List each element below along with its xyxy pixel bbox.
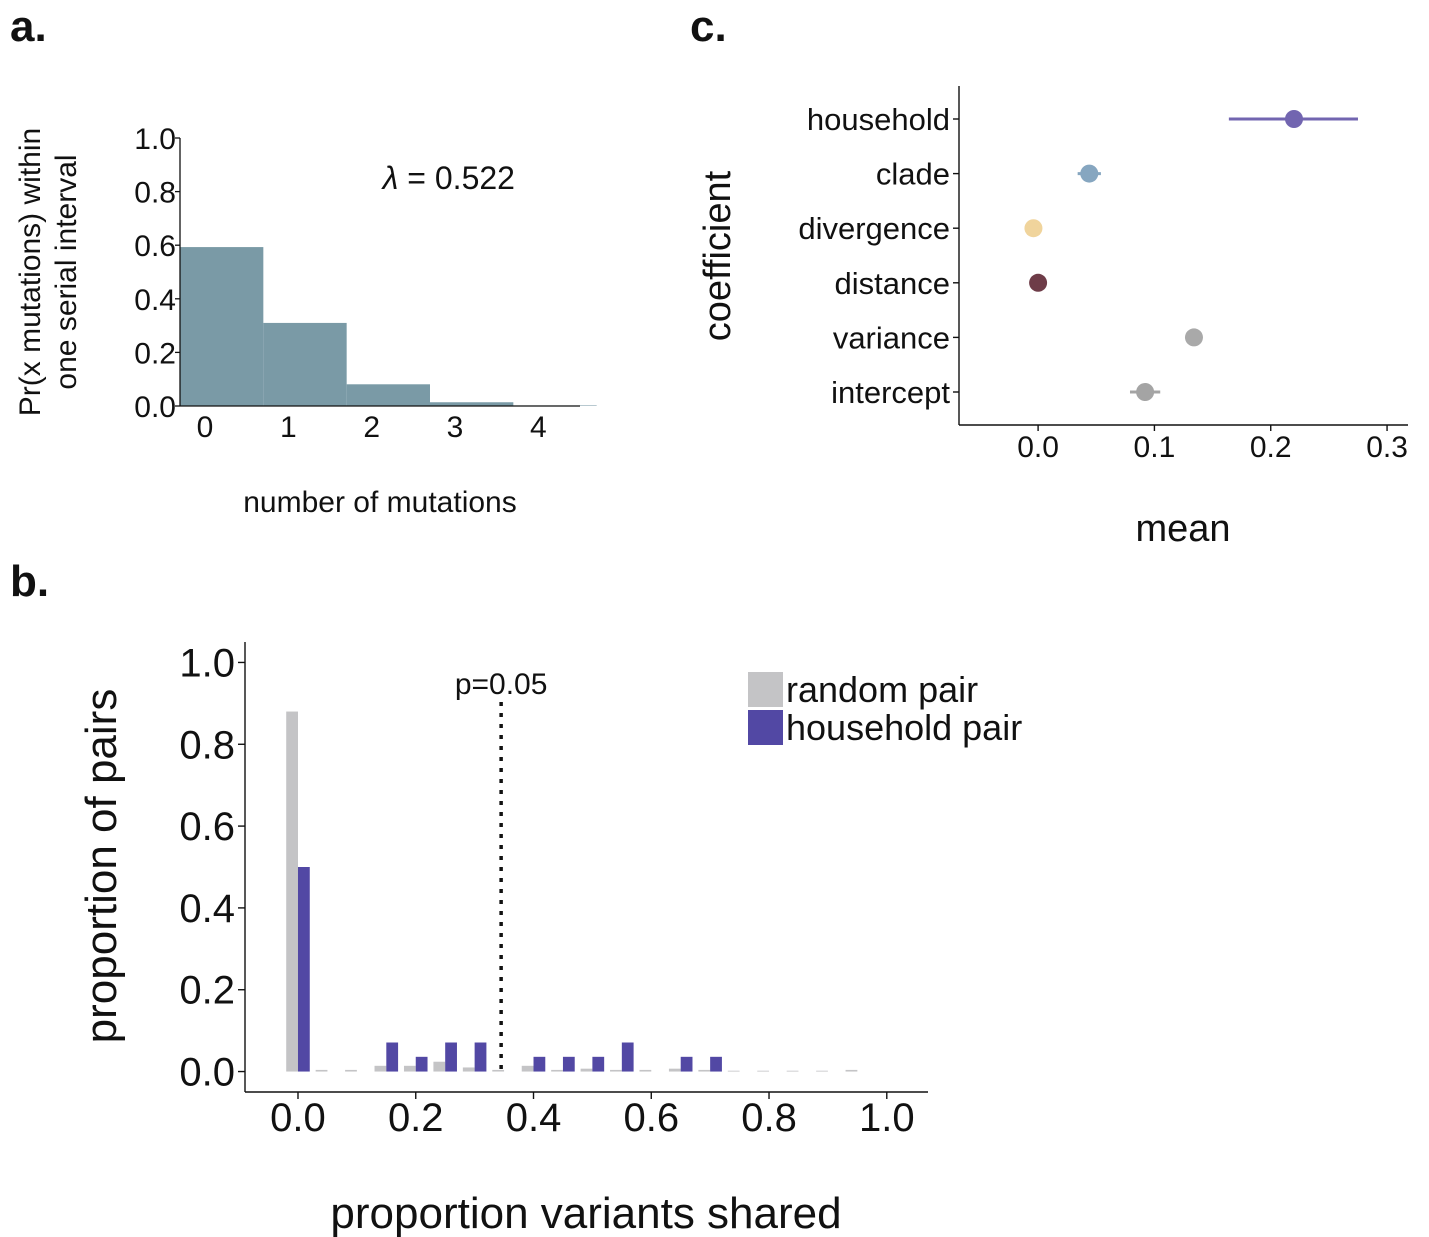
x-tick-label: 0.0 (1017, 431, 1059, 464)
y-tick-label: divergence (798, 211, 950, 246)
legend-label-random-pair: random pair (786, 669, 978, 710)
lambda-value: = 0.522 (398, 160, 515, 196)
x-tick-label: 0.1 (1134, 431, 1176, 464)
point-household (1285, 110, 1304, 128)
threshold-label: p=0.05 (455, 668, 548, 701)
household-pair-bar (621, 1042, 634, 1072)
lambda-annotation: λ = 0.522 (381, 160, 515, 196)
household-pair-bar (680, 1056, 693, 1072)
y-axis-label: Pr(x mutations) within (14, 128, 47, 416)
x-tick-label: 0.0 (270, 1096, 326, 1140)
random-pair-bar (462, 1067, 475, 1072)
random-pair-bar (374, 1065, 387, 1072)
y-tick-label: 0.2 (134, 337, 176, 370)
random-pair-bar (757, 1070, 770, 1072)
point-distance (1029, 273, 1048, 292)
point-intercept (1136, 383, 1155, 401)
random-pair-bar (816, 1070, 828, 1072)
y-tick-label: clade (876, 157, 950, 192)
x-tick-label: 0.3 (1366, 431, 1408, 464)
random-pair-bar (403, 1065, 416, 1072)
random-pair-bar (639, 1069, 652, 1072)
y-tick-label: 0.6 (179, 805, 235, 849)
household-pair-bar (445, 1042, 457, 1072)
household-pair-bar (710, 1056, 722, 1072)
panel-label-a: a. (10, 2, 47, 51)
random-pair-bar (315, 1069, 328, 1072)
y-tick-label: 0.4 (134, 284, 176, 317)
y-tick-label: 0.6 (134, 230, 176, 263)
histogram-bar (430, 402, 514, 406)
household-pair-bar (562, 1056, 575, 1072)
y-tick-label: intercept (831, 375, 950, 410)
histogram-bar (180, 247, 264, 406)
y-tick-label: 0.8 (134, 177, 176, 210)
x-tick-label: 0.2 (388, 1096, 444, 1140)
random-pair-bar (286, 711, 298, 1072)
x-tick-label: 0 (197, 411, 214, 444)
y-tick-label: 1.0 (134, 123, 176, 156)
legend-swatch-household-pair (748, 710, 783, 745)
x-axis-label: number of mutations (243, 486, 516, 519)
household-pair-bar (386, 1042, 399, 1072)
point-divergence (1024, 219, 1043, 238)
x-tick-label: 1 (280, 411, 297, 444)
household-pair-bar (297, 867, 310, 1072)
random-pair-bar (698, 1069, 711, 1072)
y-tick-label: 1.0 (179, 641, 235, 685)
random-pair-bar (610, 1069, 622, 1072)
random-pair-bar (786, 1070, 799, 1072)
legend-swatch-random-pair (748, 672, 783, 707)
household-pair-bar (474, 1042, 487, 1072)
x-tick-label: 3 (447, 411, 464, 444)
household-pair-bar (533, 1056, 546, 1072)
y-tick-label: 0.4 (179, 887, 235, 931)
y-tick-label: 0.0 (179, 1051, 235, 1095)
x-tick-label: 0.4 (506, 1096, 562, 1140)
histogram-bar (263, 322, 347, 406)
random-pair-bar (551, 1069, 563, 1072)
x-tick-label: 4 (530, 411, 547, 444)
x-tick-label: 2 (363, 411, 380, 444)
random-pair-bar (727, 1070, 740, 1072)
x-axis-label: mean (1135, 508, 1230, 550)
panel-label-b: b. (10, 557, 50, 606)
random-pair-bar (433, 1061, 446, 1072)
lambda-symbol: λ (381, 160, 399, 196)
y-tick-label: 0.2 (179, 969, 235, 1013)
legend-label-household-pair: household pair (786, 707, 1022, 748)
histogram-bar (346, 384, 430, 406)
random-pair-bar (492, 1069, 505, 1072)
x-tick-label: 0.8 (741, 1096, 797, 1140)
point-variance (1184, 328, 1203, 347)
x-axis-label: proportion variants shared (330, 1189, 841, 1237)
household-pair-bar (592, 1056, 605, 1072)
y-axis-label: one serial interval (50, 154, 83, 389)
random-pair-bar (521, 1065, 534, 1072)
y-tick-label: distance (835, 266, 950, 301)
y-tick-label: 0.8 (179, 723, 235, 767)
point-clade (1080, 164, 1099, 183)
random-pair-bar (668, 1068, 681, 1072)
random-pair-bar (345, 1069, 357, 1072)
random-pair-bar (580, 1068, 593, 1072)
x-tick-label: 0.2 (1250, 431, 1292, 464)
household-pair-bar (415, 1056, 428, 1072)
y-tick-label: 0.0 (134, 391, 176, 424)
x-tick-label: 1.0 (859, 1096, 915, 1140)
random-pair-bar (845, 1069, 858, 1072)
y-tick-label: household (807, 102, 950, 137)
x-tick-label: 0.6 (623, 1096, 679, 1140)
y-axis-label: proportion of pairs (77, 689, 126, 1044)
y-tick-label: variance (833, 320, 950, 355)
y-axis-label: coefficient (697, 170, 739, 341)
panel-label-c: c. (690, 2, 727, 51)
